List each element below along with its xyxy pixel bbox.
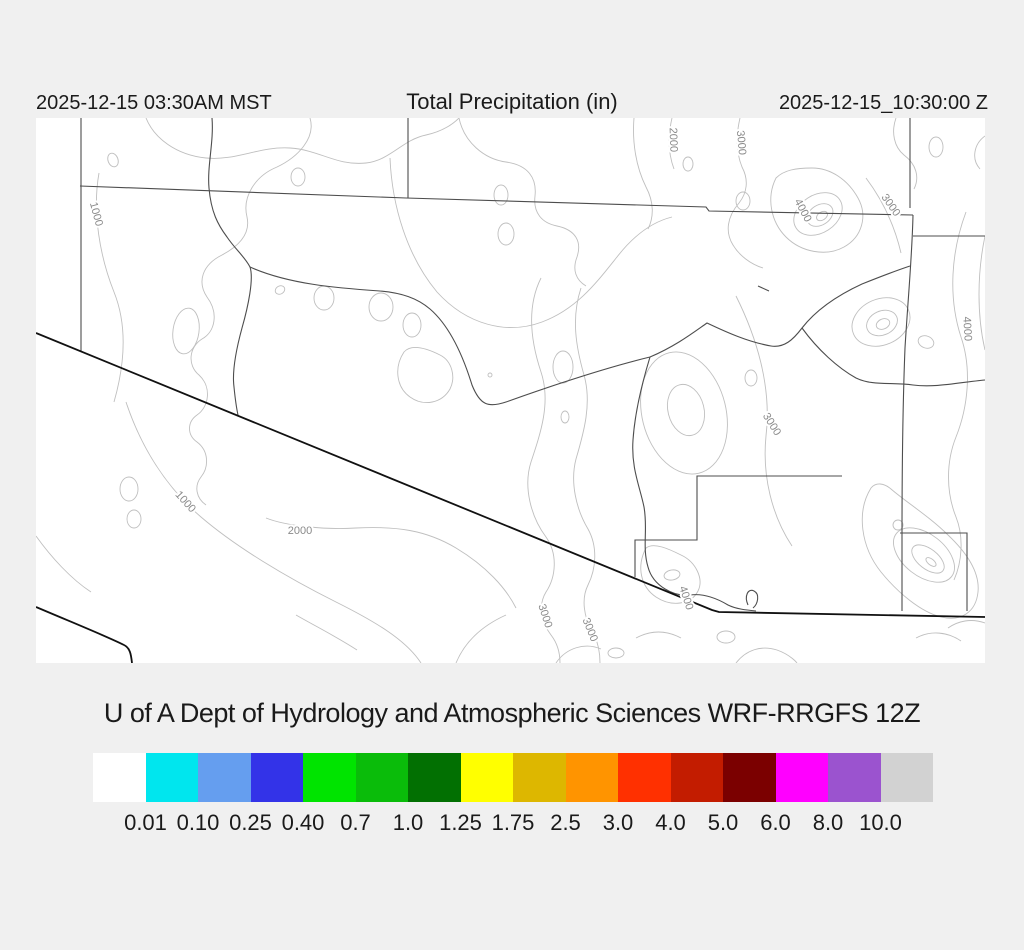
colorbar-tick-labels: 0.01 0.10 0.25 0.40 0.7 1.0 1.25 1.75 2.… [93,810,933,840]
international-border [36,332,985,663]
colorbar-cell [145,753,198,802]
colorbar-cell [303,753,356,802]
valid-time-local: 2025-12-15 03:30AM MST [36,92,272,114]
colorbar-tick-label: 2.5 [550,810,581,835]
colorbar-tick-label: 0.10 [176,810,220,835]
contour-label: 4000 [960,316,973,341]
contour-label: 1000 [87,201,105,228]
precip-map: 1000 2000 3000 4000 3000 4000 3000 1000 … [36,118,985,663]
colorbar-tick-label: 4.0 [655,810,686,835]
colorbar-tick-label: 0.25 [229,810,272,835]
contour-label: 2000 [667,127,680,152]
colorbar-tick-label: 1.25 [439,810,482,835]
contour-label: 4000 [792,197,814,224]
contour-label: 2000 [288,525,312,537]
colorbar-cell [250,753,303,802]
colorbar-tick-label: 6.0 [760,810,791,835]
colorbar-cell [618,753,671,802]
colorbar-tick-label: 1.0 [392,810,424,835]
contour-label: 3000 [580,616,600,643]
colorbar-cell [93,753,146,802]
colorbar-tick-label: 0.7 [340,810,371,835]
colorbar-cell [670,753,723,802]
plot-caption: U of A Dept of Hydrology and Atmospheric… [103,698,921,728]
contour-label: 3000 [734,130,748,155]
colorbar-cell [828,753,881,802]
colorbar-tick-label: 8.0 [812,810,844,835]
colorbar-cell [408,753,461,802]
colorbar-tick-label: 5.0 [707,810,739,835]
valid-time-utc: 2025-12-15_10:30:00 Z [778,92,988,114]
contour-labels: 1000 2000 3000 4000 3000 4000 3000 1000 … [85,125,976,645]
colorbar-tick-label: 0.01 [124,810,167,835]
colorbar-cell [460,753,513,802]
colorbar-cell [355,753,408,802]
colorbar [93,753,933,802]
terrain-contours [36,118,985,663]
colorbar-cell [513,753,566,802]
contour-label: 3000 [760,411,783,438]
colorbar-cell [198,753,251,802]
contour-label: 4000 [676,585,695,612]
map-canvas: 1000 2000 3000 4000 3000 4000 3000 1000 … [36,118,985,663]
contour-label: 3000 [535,603,554,630]
colorbar-tick-label: 0.40 [281,810,325,835]
colorbar-cell [565,753,618,802]
colorbar-cell [880,753,933,802]
colorbar-cell [723,753,776,802]
colorbar-tick-label: 3.0 [602,810,634,835]
colorbar-cell [775,753,828,802]
plot-title: Total Precipitation (in) [406,89,618,114]
colorbar-tick-label: 10.0 [859,810,902,835]
colorbar-tick-label: 1.75 [491,810,535,835]
boundary-lines [79,118,985,612]
